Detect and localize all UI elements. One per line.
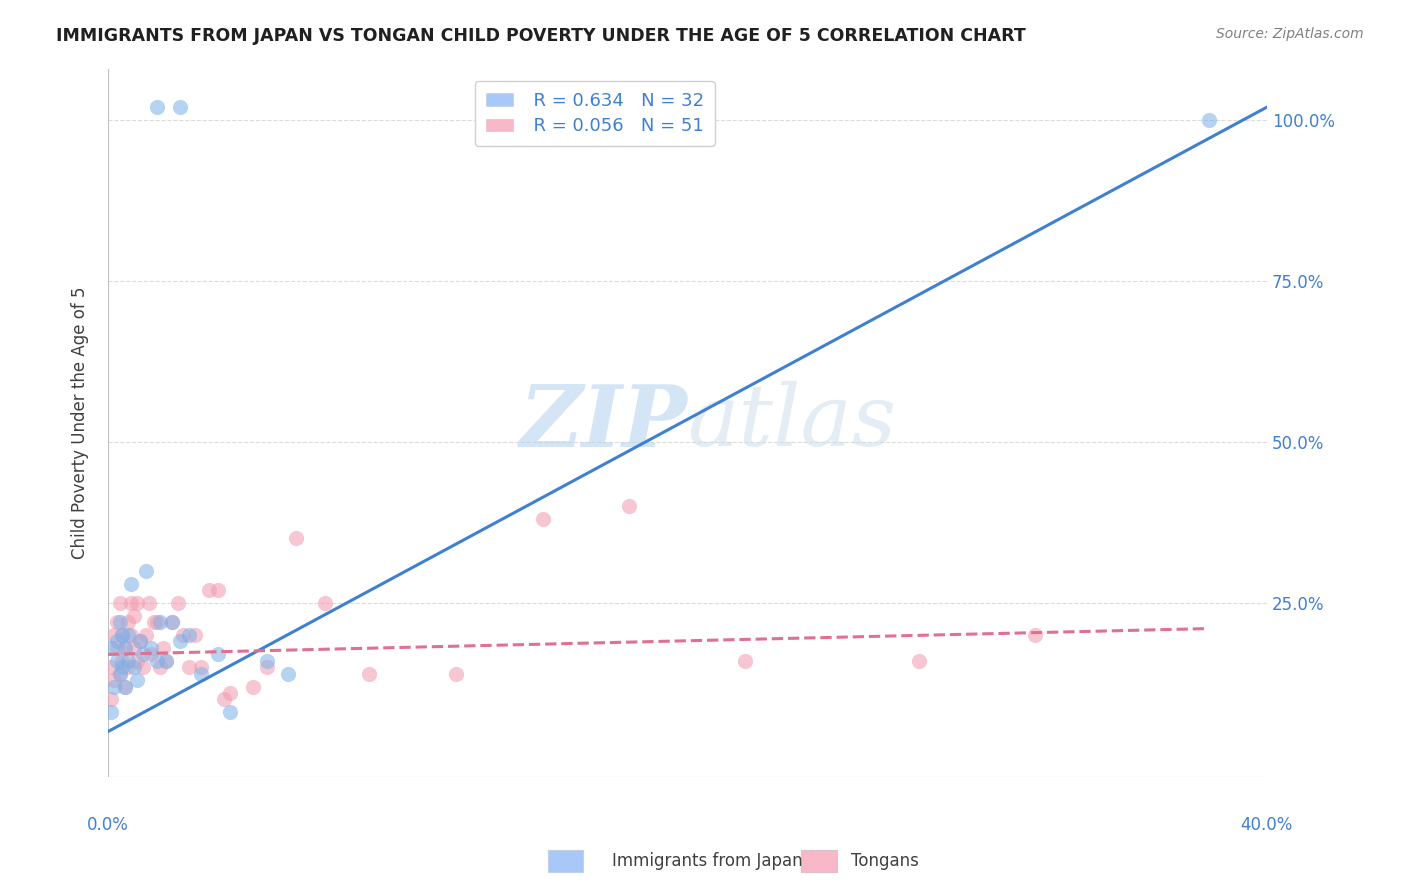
Point bbox=[149, 615, 172, 629]
Point bbox=[149, 660, 172, 674]
Point bbox=[169, 634, 191, 648]
Point bbox=[179, 660, 201, 674]
Point bbox=[108, 615, 131, 629]
Point bbox=[1198, 113, 1220, 128]
Point bbox=[117, 615, 139, 629]
Point bbox=[108, 666, 131, 681]
Point bbox=[128, 634, 150, 648]
Point bbox=[108, 596, 131, 610]
Point bbox=[105, 640, 128, 655]
Legend:   R = 0.634   N = 32,   R = 0.056   N = 51: R = 0.634 N = 32, R = 0.056 N = 51 bbox=[475, 81, 714, 146]
Point bbox=[120, 628, 142, 642]
Text: IMMIGRANTS FROM JAPAN VS TONGAN CHILD POVERTY UNDER THE AGE OF 5 CORRELATION CHA: IMMIGRANTS FROM JAPAN VS TONGAN CHILD PO… bbox=[56, 27, 1026, 45]
Point bbox=[198, 582, 221, 597]
Point bbox=[103, 680, 125, 694]
Point bbox=[218, 705, 240, 719]
Point bbox=[108, 666, 131, 681]
Point bbox=[444, 666, 467, 681]
Point bbox=[125, 673, 148, 687]
Point bbox=[135, 628, 157, 642]
Point bbox=[114, 680, 136, 694]
Point bbox=[619, 500, 641, 514]
Point bbox=[114, 640, 136, 655]
Point bbox=[146, 654, 169, 668]
Point bbox=[212, 692, 235, 706]
Text: atlas: atlas bbox=[688, 381, 897, 464]
Point bbox=[100, 640, 122, 655]
Point bbox=[242, 680, 264, 694]
Point bbox=[111, 654, 134, 668]
Point bbox=[256, 660, 278, 674]
Text: 40.0%: 40.0% bbox=[1240, 815, 1294, 833]
Y-axis label: Child Poverty Under the Age of 5: Child Poverty Under the Age of 5 bbox=[72, 286, 89, 558]
Point bbox=[908, 654, 931, 668]
Point bbox=[314, 596, 336, 610]
Text: ZIP: ZIP bbox=[520, 381, 688, 465]
Point bbox=[160, 615, 183, 629]
Point bbox=[105, 654, 128, 668]
Point bbox=[132, 648, 155, 662]
Point bbox=[103, 628, 125, 642]
Point bbox=[143, 615, 166, 629]
Text: Tongans: Tongans bbox=[851, 852, 918, 870]
Point bbox=[120, 596, 142, 610]
Point bbox=[122, 640, 145, 655]
Point bbox=[132, 660, 155, 674]
Point bbox=[105, 634, 128, 648]
Point bbox=[285, 532, 308, 546]
Point bbox=[111, 660, 134, 674]
Point bbox=[141, 648, 163, 662]
Point bbox=[169, 100, 191, 114]
Point bbox=[117, 660, 139, 674]
Point bbox=[184, 628, 207, 642]
Text: Immigrants from Japan: Immigrants from Japan bbox=[612, 852, 803, 870]
Point bbox=[531, 512, 554, 526]
Point bbox=[146, 100, 169, 114]
Point bbox=[166, 596, 188, 610]
Point bbox=[277, 666, 299, 681]
Point bbox=[100, 705, 122, 719]
Point bbox=[128, 634, 150, 648]
Point bbox=[114, 680, 136, 694]
Point bbox=[135, 564, 157, 578]
Point bbox=[218, 686, 240, 700]
Point bbox=[111, 628, 134, 642]
Point bbox=[122, 660, 145, 674]
Point bbox=[155, 654, 177, 668]
Text: Source: ZipAtlas.com: Source: ZipAtlas.com bbox=[1216, 27, 1364, 41]
Point bbox=[117, 628, 139, 642]
Point bbox=[125, 596, 148, 610]
Point bbox=[256, 654, 278, 668]
Point bbox=[1024, 628, 1046, 642]
Point bbox=[160, 615, 183, 629]
Point bbox=[114, 640, 136, 655]
Point bbox=[357, 666, 380, 681]
Point bbox=[207, 648, 229, 662]
Point bbox=[138, 596, 160, 610]
Point bbox=[125, 654, 148, 668]
Point bbox=[190, 666, 212, 681]
Point bbox=[117, 654, 139, 668]
Point bbox=[179, 628, 201, 642]
Text: 0.0%: 0.0% bbox=[87, 815, 129, 833]
Point bbox=[100, 660, 122, 674]
Point bbox=[152, 640, 174, 655]
Point bbox=[734, 654, 756, 668]
Point bbox=[146, 615, 169, 629]
Point bbox=[141, 640, 163, 655]
Point bbox=[100, 692, 122, 706]
Point bbox=[103, 673, 125, 687]
Point bbox=[122, 608, 145, 623]
Point bbox=[172, 628, 194, 642]
Point bbox=[111, 628, 134, 642]
Point bbox=[190, 660, 212, 674]
Point bbox=[207, 582, 229, 597]
Point bbox=[105, 615, 128, 629]
Point bbox=[120, 576, 142, 591]
Point bbox=[155, 654, 177, 668]
